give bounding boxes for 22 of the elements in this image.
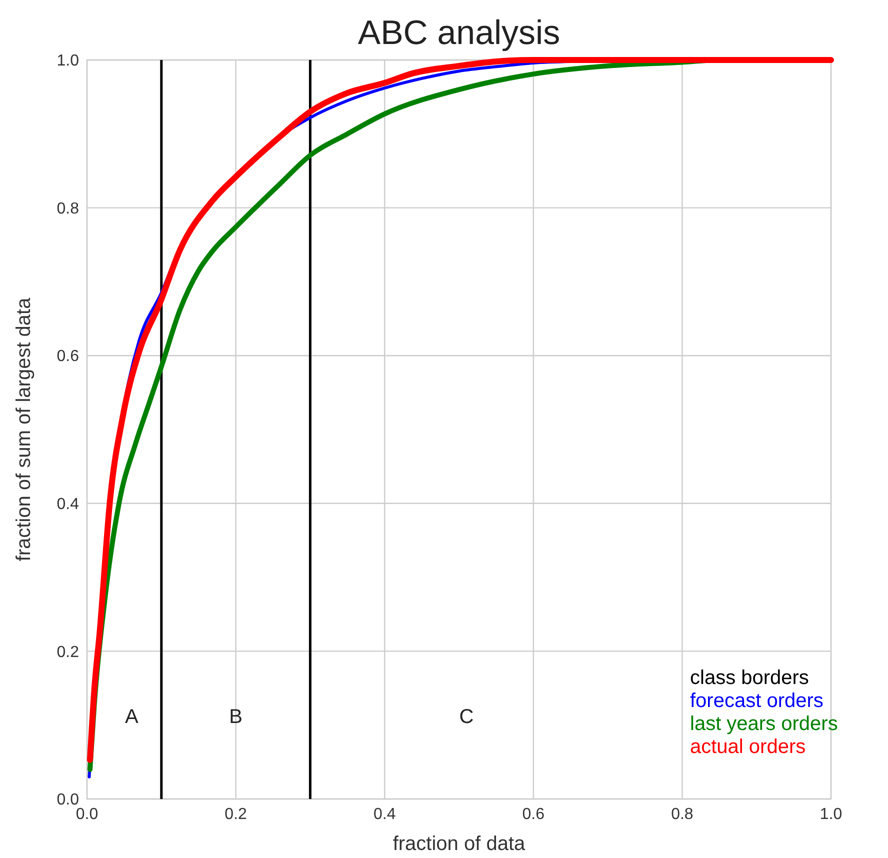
x-tick-label: 0.6 [522, 806, 545, 823]
y-tick-label: 0.6 [56, 348, 80, 366]
y-axis-title: fraction of sum of largest data [13, 296, 35, 562]
annotation: A [124, 706, 139, 728]
y-tick-label: 0.2 [56, 644, 80, 661]
text: last years orders [690, 713, 838, 735]
x-tick-label: 0.0 [76, 806, 98, 823]
x-axis-title: fraction of data [392, 833, 526, 855]
x-tick-label: 0.8 [671, 806, 694, 823]
x-tick-label: 0.4 [373, 806, 396, 823]
chart-title: ABC analysis [358, 14, 560, 52]
x-tick-label: 0.2 [224, 806, 248, 823]
y-tick-label: 1.0 [56, 52, 80, 70]
text: actual orders [690, 736, 806, 758]
y-tick-label: 0.8 [56, 200, 80, 218]
y-tick-label: 0.0 [56, 792, 80, 809]
ref-line-label: class borders [690, 667, 809, 689]
annotation: C [459, 706, 474, 728]
y-tick-label: 0.4 [56, 496, 80, 513]
x-tick-label: 1.0 [820, 806, 842, 823]
annotation: B [229, 706, 242, 728]
text: forecast orders [690, 690, 824, 712]
